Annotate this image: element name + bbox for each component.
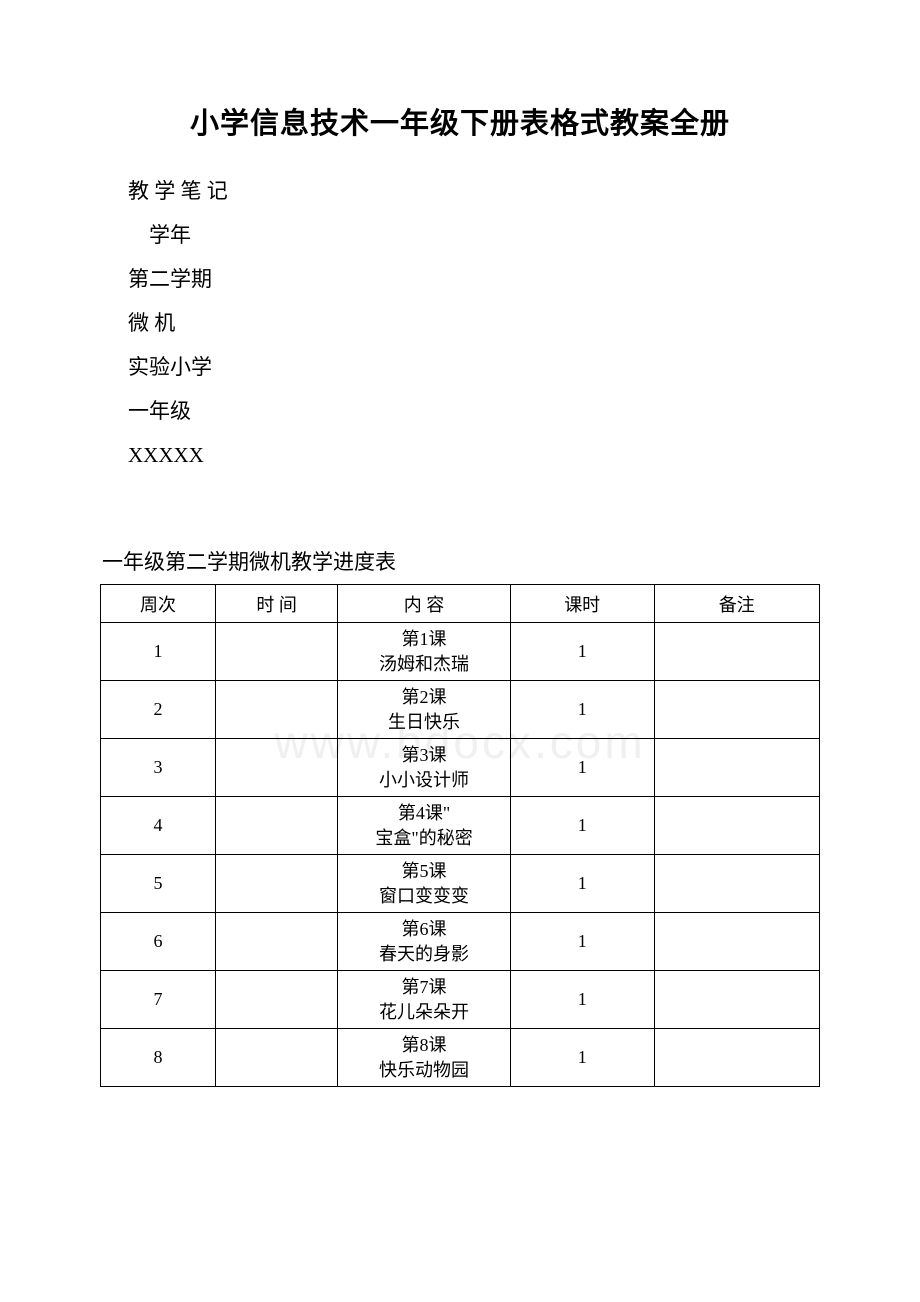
cell-hours: 1 [510, 971, 654, 1029]
cell-week: 3 [101, 739, 216, 797]
cell-content: 第2课生日快乐 [338, 681, 511, 739]
table-header-row: 周次 时 间 内 容 课时 备注 [101, 585, 820, 623]
cell-hours: 1 [510, 739, 654, 797]
meta-line-author: XXXXX [128, 434, 820, 476]
cell-content: 第6课春天的身影 [338, 913, 511, 971]
meta-line-year: 学年 [128, 214, 820, 256]
meta-line-notes: 教 学 笔 记 [128, 170, 820, 212]
cell-hours: 1 [510, 855, 654, 913]
table-row: 3 第3课小小设计师 1 [101, 739, 820, 797]
table-row: 1 第1课汤姆和杰瑞 1 [101, 623, 820, 681]
header-hours: 课时 [510, 585, 654, 623]
cell-content: 第5课窗口变变变 [338, 855, 511, 913]
table-row: 2 第2课生日快乐 1 [101, 681, 820, 739]
cell-week: 6 [101, 913, 216, 971]
header-content: 内 容 [338, 585, 511, 623]
cell-notes [654, 971, 819, 1029]
cell-notes [654, 739, 819, 797]
cell-week: 4 [101, 797, 216, 855]
table-row: 4 第4课"宝盒"的秘密 1 [101, 797, 820, 855]
cell-hours: 1 [510, 681, 654, 739]
cell-week: 1 [101, 623, 216, 681]
cell-week: 5 [101, 855, 216, 913]
header-notes: 备注 [654, 585, 819, 623]
cell-week: 8 [101, 1029, 216, 1087]
meta-info-block: 教 学 笔 记 学年 第二学期 微 机 实验小学 一年级 XXXXX [128, 170, 820, 476]
section-title: 一年级第二学期微机教学进度表 [102, 546, 820, 576]
cell-content: 第1课汤姆和杰瑞 [338, 623, 511, 681]
cell-content: 第8课快乐动物园 [338, 1029, 511, 1087]
cell-notes [654, 913, 819, 971]
cell-content: 第4课"宝盒"的秘密 [338, 797, 511, 855]
header-time: 时 间 [216, 585, 338, 623]
cell-notes [654, 797, 819, 855]
cell-hours: 1 [510, 797, 654, 855]
cell-time [216, 623, 338, 681]
meta-line-semester: 第二学期 [128, 258, 820, 300]
table-row: 5 第5课窗口变变变 1 [101, 855, 820, 913]
cell-time [216, 971, 338, 1029]
meta-line-school: 实验小学 [128, 346, 820, 388]
cell-time [216, 739, 338, 797]
cell-content: 第3课小小设计师 [338, 739, 511, 797]
table-row: 6 第6课春天的身影 1 [101, 913, 820, 971]
table-row: 8 第8课快乐动物园 1 [101, 1029, 820, 1087]
cell-time [216, 681, 338, 739]
cell-content: 第7课花儿朵朵开 [338, 971, 511, 1029]
schedule-table: 周次 时 间 内 容 课时 备注 1 第1课汤姆和杰瑞 1 2 第2课生日快乐 … [100, 584, 820, 1087]
cell-time [216, 1029, 338, 1087]
cell-notes [654, 623, 819, 681]
cell-time [216, 913, 338, 971]
header-week: 周次 [101, 585, 216, 623]
meta-line-grade: 一年级 [128, 390, 820, 432]
table-row: 7 第7课花儿朵朵开 1 [101, 971, 820, 1029]
cell-week: 7 [101, 971, 216, 1029]
cell-notes [654, 681, 819, 739]
meta-line-subject: 微 机 [128, 302, 820, 344]
cell-notes [654, 1029, 819, 1087]
cell-hours: 1 [510, 623, 654, 681]
cell-week: 2 [101, 681, 216, 739]
table-body: 1 第1课汤姆和杰瑞 1 2 第2课生日快乐 1 3 第3课小小设计师 1 4 … [101, 623, 820, 1087]
cell-notes [654, 855, 819, 913]
cell-time [216, 797, 338, 855]
cell-time [216, 855, 338, 913]
cell-hours: 1 [510, 913, 654, 971]
document-title: 小学信息技术一年级下册表格式教案全册 [100, 100, 820, 142]
cell-hours: 1 [510, 1029, 654, 1087]
